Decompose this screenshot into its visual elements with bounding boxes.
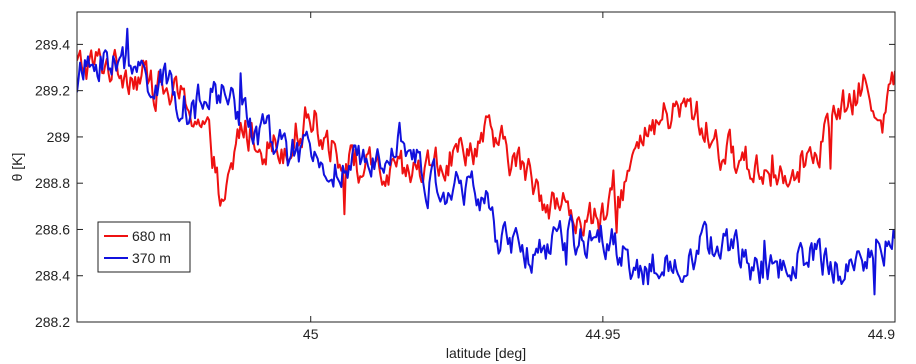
y-tick-label: 288.2 xyxy=(35,314,70,330)
series-line-370m xyxy=(77,27,895,296)
x-tick-label: 45 xyxy=(303,326,319,342)
x-axis-label: latitude [deg] xyxy=(446,345,526,361)
y-tick-label: 289.2 xyxy=(35,83,70,99)
x-tick-label: 44.9 xyxy=(868,326,895,342)
y-axis-label: θ [K] xyxy=(9,153,25,182)
ticks-layer: 288.2 288.4 288.6 288.8 289 289.2 289.4 45 44.95… xyxy=(35,12,896,342)
y-tick-label: 288.8 xyxy=(35,175,70,191)
legend: 680 m 370 m xyxy=(97,221,191,273)
series-layer xyxy=(77,27,895,296)
legend-label: 680 m xyxy=(132,228,171,244)
y-tick-label: 288.6 xyxy=(35,221,70,237)
y-tick-label: 289 xyxy=(47,129,71,145)
plot-area-frame xyxy=(76,11,896,323)
x-tick-label: 44.95 xyxy=(585,326,620,342)
y-tick-label: 288.4 xyxy=(35,268,70,284)
y-tick-label: 289.4 xyxy=(35,36,70,52)
legend-box xyxy=(97,221,191,273)
series-line-680m xyxy=(77,48,895,237)
legend-label: 370 m xyxy=(132,250,171,266)
